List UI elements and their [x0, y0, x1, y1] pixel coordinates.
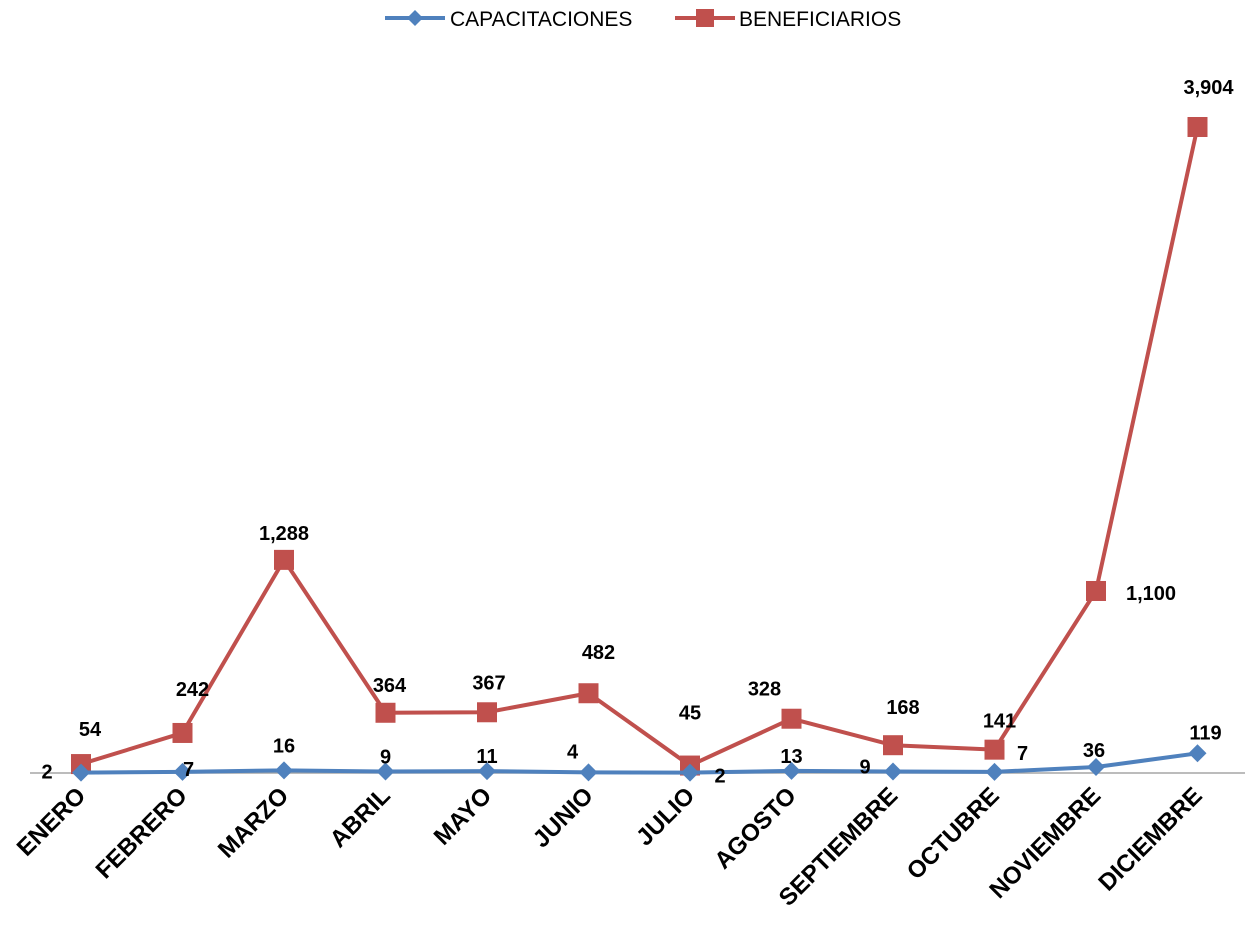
- data-label-beneficiarios-febrero: 242: [176, 679, 209, 701]
- x-tick-mayo: MAYO: [429, 782, 497, 850]
- series-layer: [71, 117, 1208, 782]
- data-label-beneficiarios-mayo: 367: [472, 672, 505, 694]
- x-tick-octubre: OCTUBRE: [902, 782, 1005, 885]
- series-line-beneficiarios: [80, 126, 1200, 768]
- data-label-capacitaciones-agosto: 13: [780, 746, 802, 768]
- x-tick-febrero: FEBRERO: [91, 782, 193, 884]
- data-label-capacitaciones-enero: 2: [41, 762, 52, 784]
- legend-label-capacitaciones: CAPACITACIONES: [450, 8, 632, 31]
- data-label-beneficiarios-marzo: 1,288: [259, 523, 309, 545]
- data-label-beneficiarios-octubre: 141: [983, 711, 1016, 733]
- data-point-capacitaciones-marzo: [275, 761, 293, 780]
- data-point-beneficiarios-octubre: [984, 739, 1005, 760]
- data-point-beneficiarios-diciembre: [1187, 117, 1208, 137]
- data-label-beneficiarios-abril: 364: [373, 675, 407, 697]
- x-tick-marzo: MARZO: [213, 782, 294, 863]
- data-label-capacitaciones-febrero: 7: [183, 759, 194, 781]
- data-point-capacitaciones-febrero: [173, 762, 192, 781]
- data-point-beneficiarios-febrero: [172, 722, 193, 743]
- data-label-capacitaciones-julio: 2: [714, 766, 725, 788]
- data-point-beneficiarios-abril: [375, 702, 396, 723]
- data-label-beneficiarios-noviembre: 1,100: [1126, 583, 1176, 605]
- chart-legend: CAPACITACIONES BENEFICIARIOS: [385, 8, 901, 31]
- data-point-beneficiarios-agosto: [781, 708, 802, 729]
- legend-marker-beneficiarios: [696, 9, 714, 27]
- x-tick-junio: JUNIO: [528, 782, 599, 853]
- data-point-capacitaciones-noviembre: [1087, 758, 1105, 777]
- x-tick-julio: JULIO: [631, 782, 700, 851]
- legend-item-beneficiarios: BENEFICIARIOS: [675, 8, 901, 31]
- data-label-capacitaciones-diciembre: 119: [1189, 722, 1221, 744]
- data-label-capacitaciones-junio: 4: [567, 741, 579, 763]
- data-label-capacitaciones-mayo: 11: [476, 746, 497, 768]
- legend-item-capacitaciones: CAPACITACIONES: [385, 8, 632, 31]
- data-point-beneficiarios-mayo: [477, 702, 497, 723]
- series-line-capacitaciones: [80, 751, 1198, 775]
- data-label-beneficiarios-diciembre: 3,904: [1183, 77, 1234, 99]
- data-labels-layer: 2 7 16 9 11 4 2 13 9 7 36 119 54 242 1,288 364 367 482 45 3…: [41, 77, 1234, 788]
- legend-label-beneficiarios: BENEFICIARIOS: [739, 8, 901, 31]
- x-tick-agosto: AGOSTO: [709, 782, 801, 874]
- data-label-capacitaciones-noviembre: 36: [1083, 740, 1105, 762]
- data-point-capacitaciones-agosto: [782, 761, 801, 780]
- data-point-capacitaciones-enero: [72, 763, 90, 782]
- data-label-beneficiarios-junio: 482: [582, 642, 615, 664]
- data-point-capacitaciones-junio: [579, 763, 598, 782]
- data-point-capacitaciones-octubre: [985, 762, 1004, 781]
- data-point-beneficiarios-noviembre: [1086, 580, 1106, 601]
- x-tick-enero: ENERO: [12, 782, 91, 861]
- legend-marker-capacitaciones: [407, 10, 423, 26]
- data-point-capacitaciones-mayo: [478, 762, 496, 781]
- data-label-capacitaciones-marzo: 16: [273, 735, 295, 757]
- x-tick-abril: ABRIL: [325, 782, 396, 853]
- data-point-beneficiarios-marzo: [274, 549, 294, 570]
- data-label-beneficiarios-agosto: 328: [748, 679, 781, 701]
- data-label-capacitaciones-octubre: 7: [1017, 743, 1028, 765]
- data-point-capacitaciones-diciembre: [1188, 744, 1207, 763]
- data-point-capacitaciones-abril: [376, 762, 395, 781]
- data-point-beneficiarios-junio: [578, 683, 599, 704]
- data-point-beneficiarios-septiembre: [883, 735, 903, 756]
- data-point-capacitaciones-septiembre: [884, 762, 902, 781]
- data-point-capacitaciones-julio: [681, 763, 699, 782]
- data-label-beneficiarios-julio: 45: [679, 703, 701, 725]
- x-tick-diciembre: DICIEMBRE: [1093, 782, 1207, 896]
- data-label-beneficiarios-septiembre: 168: [886, 697, 919, 719]
- x-tick-labels: ENERO FEBRERO MARZO ABRIL MAYO JUNIO JULIO AGOS…: [12, 782, 1208, 911]
- data-label-beneficiarios-enero: 54: [79, 719, 102, 741]
- data-label-capacitaciones-abril: 9: [380, 747, 391, 769]
- data-label-capacitaciones-septiembre: 9: [859, 757, 870, 779]
